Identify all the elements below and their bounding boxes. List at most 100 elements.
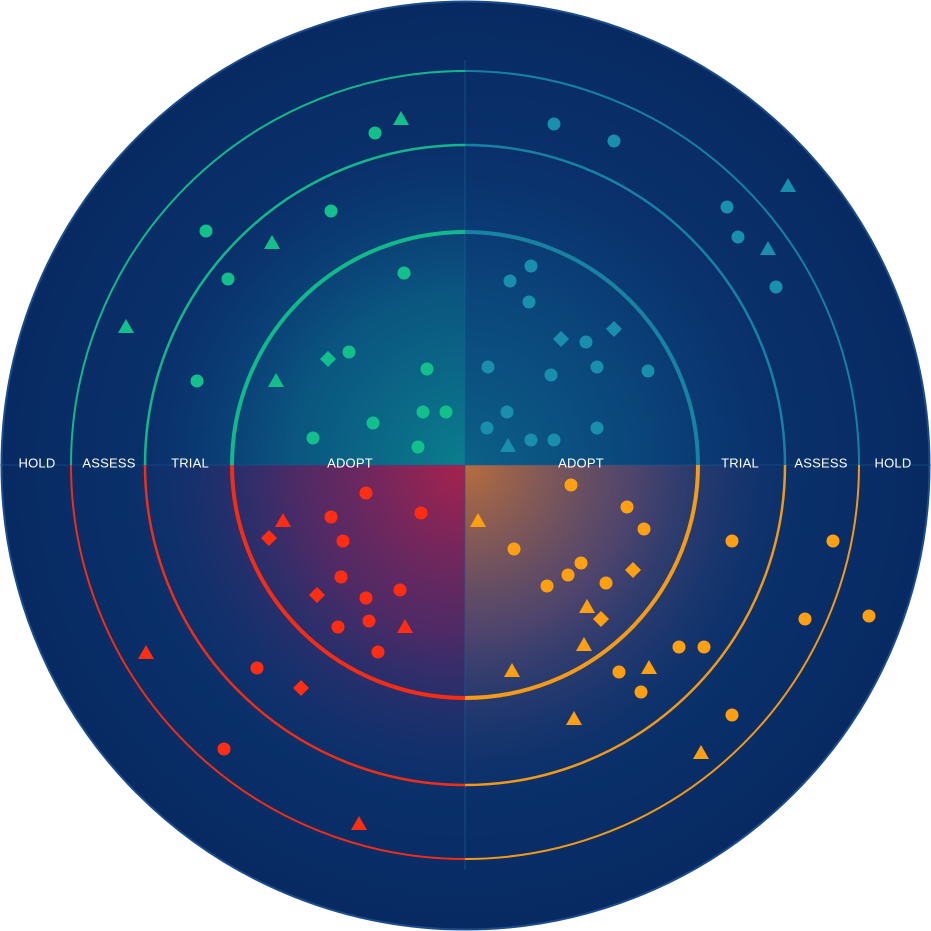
blip-bottom-left-10[interactable]	[393, 583, 407, 597]
blip-top-right-9[interactable]	[503, 274, 517, 288]
blip-top-right-7[interactable]	[769, 280, 783, 294]
blip-top-right-3[interactable]	[780, 178, 796, 192]
blip-top-left-9[interactable]	[320, 351, 336, 367]
blip-bottom-right-18[interactable]	[672, 640, 686, 654]
blip-top-left-12[interactable]	[268, 373, 284, 387]
blip-top-right-11[interactable]	[553, 331, 569, 347]
ring-arc-bottom-left-0	[230, 464, 466, 700]
blip-top-left-14[interactable]	[416, 405, 430, 419]
blip-bottom-left-2[interactable]	[275, 513, 291, 527]
blip-top-left-18[interactable]	[411, 440, 425, 454]
blip-bottom-right-21[interactable]	[612, 665, 626, 679]
blip-bottom-right-8[interactable]	[540, 579, 554, 593]
blip-top-right-20[interactable]	[524, 433, 538, 447]
blip-bottom-right-14[interactable]	[725, 534, 739, 548]
blip-bottom-right-7[interactable]	[561, 568, 575, 582]
blip-bottom-right-6[interactable]	[574, 556, 588, 570]
blip-bottom-left-11[interactable]	[331, 620, 345, 634]
blip-bottom-left-12[interactable]	[362, 614, 376, 628]
blip-top-right-22[interactable]	[547, 433, 561, 447]
blip-bottom-right-1[interactable]	[564, 478, 578, 492]
blip-top-right-16[interactable]	[590, 360, 604, 374]
blip-top-right-18[interactable]	[500, 405, 514, 419]
blip-bottom-left-1[interactable]	[359, 486, 373, 500]
blip-top-left-15[interactable]	[439, 405, 453, 419]
blip-top-left-16[interactable]	[366, 416, 380, 430]
blip-top-right-13[interactable]	[606, 321, 622, 337]
radar-blips	[118, 111, 876, 830]
blip-bottom-right-23[interactable]	[634, 685, 648, 699]
blip-bottom-left-18[interactable]	[217, 742, 231, 756]
blip-bottom-left-17[interactable]	[293, 680, 309, 696]
blip-top-left-7[interactable]	[118, 319, 134, 333]
blip-bottom-right-3[interactable]	[620, 500, 634, 514]
blip-bottom-left-4[interactable]	[414, 506, 428, 520]
blip-bottom-right-26[interactable]	[693, 745, 709, 759]
blip-top-left-10[interactable]	[342, 345, 356, 359]
blip-bottom-right-25[interactable]	[566, 711, 582, 725]
blip-top-left-3[interactable]	[324, 204, 338, 218]
blip-bottom-right-17[interactable]	[862, 609, 876, 623]
blip-bottom-left-8[interactable]	[309, 587, 325, 603]
ring-arc-top-left-1	[143, 143, 466, 466]
blip-top-left-17[interactable]	[306, 431, 320, 445]
ring-label-right-adopt: ADOPT	[558, 455, 604, 470]
blip-top-left-11[interactable]	[190, 374, 204, 388]
blip-top-right-2[interactable]	[607, 134, 621, 148]
blip-bottom-right-5[interactable]	[507, 542, 521, 556]
blip-bottom-right-22[interactable]	[504, 663, 520, 677]
blip-bottom-left-5[interactable]	[261, 530, 277, 546]
blip-top-right-12[interactable]	[579, 335, 593, 349]
blip-bottom-right-11[interactable]	[579, 599, 595, 613]
blip-top-left-4[interactable]	[199, 224, 213, 238]
blip-bottom-right-2[interactable]	[470, 513, 486, 527]
blip-top-right-21[interactable]	[500, 438, 516, 452]
blip-top-right-14[interactable]	[481, 360, 495, 374]
blip-bottom-right-10[interactable]	[625, 562, 641, 578]
blip-bottom-right-9[interactable]	[599, 576, 613, 590]
blip-bottom-left-3[interactable]	[324, 510, 338, 524]
blip-bottom-left-15[interactable]	[138, 645, 154, 659]
ring-arc-bottom-right-1	[464, 464, 787, 787]
blip-top-left-8[interactable]	[397, 266, 411, 280]
ring-label-right-assess: ASSESS	[794, 455, 847, 470]
blip-top-right-23[interactable]	[590, 421, 604, 435]
blip-bottom-right-19[interactable]	[697, 640, 711, 654]
blip-top-right-5[interactable]	[731, 230, 745, 244]
blip-bottom-right-15[interactable]	[826, 534, 840, 548]
blip-bottom-left-13[interactable]	[397, 619, 413, 633]
blip-bottom-left-6[interactable]	[336, 534, 350, 548]
ring-arc-top-right-2	[464, 70, 860, 466]
blip-bottom-left-19[interactable]	[351, 816, 367, 830]
blip-bottom-left-7[interactable]	[334, 570, 348, 584]
ring-label-left-assess: ASSESS	[82, 455, 135, 470]
blip-top-right-15[interactable]	[544, 368, 558, 382]
blip-top-right-8[interactable]	[524, 259, 538, 273]
blip-bottom-right-16[interactable]	[798, 612, 812, 626]
blip-top-left-1[interactable]	[368, 126, 382, 140]
blip-bottom-left-14[interactable]	[371, 645, 385, 659]
blip-top-left-2[interactable]	[393, 111, 409, 125]
blip-bottom-right-24[interactable]	[725, 708, 739, 722]
blip-bottom-right-4[interactable]	[637, 522, 651, 536]
blip-top-left-6[interactable]	[221, 272, 235, 286]
blip-top-right-19[interactable]	[480, 421, 494, 435]
blip-top-right-10[interactable]	[522, 295, 536, 309]
blip-bottom-right-20[interactable]	[641, 660, 657, 674]
ring-arc-top-left-2	[70, 70, 466, 466]
ring-arc-top-right-0	[464, 230, 700, 466]
blip-bottom-left-16[interactable]	[250, 661, 264, 675]
quadrant-glows	[71, 71, 859, 859]
blip-top-right-4[interactable]	[720, 200, 734, 214]
ring-arc-bottom-left-1	[143, 464, 466, 787]
blip-bottom-right-12[interactable]	[593, 611, 609, 627]
blip-top-left-13[interactable]	[420, 362, 434, 376]
blip-top-left-5[interactable]	[264, 235, 280, 249]
blip-top-right-6[interactable]	[760, 241, 776, 255]
blip-bottom-left-9[interactable]	[359, 591, 373, 605]
blip-bottom-right-13[interactable]	[576, 637, 592, 651]
blip-top-right-17[interactable]	[641, 364, 655, 378]
blip-top-right-1[interactable]	[547, 117, 561, 131]
